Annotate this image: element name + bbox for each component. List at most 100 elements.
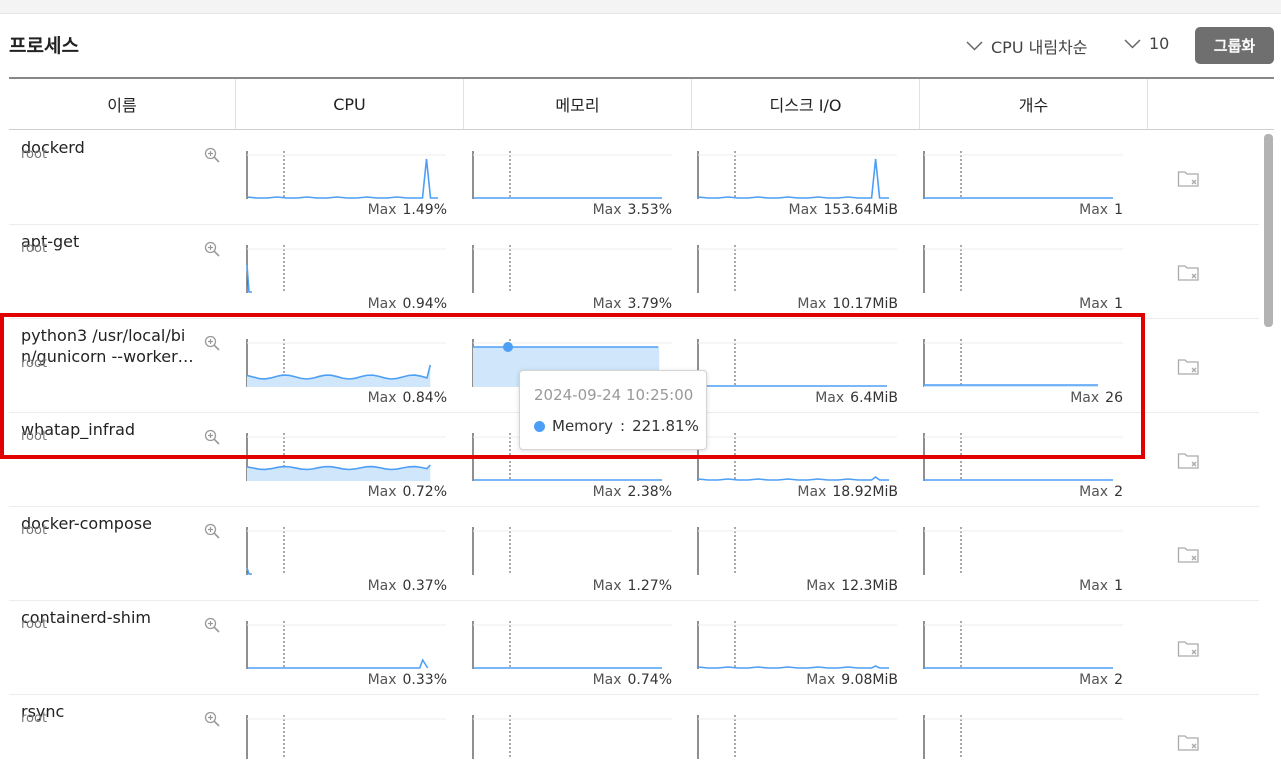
- page-title: 프로세스: [9, 35, 79, 57]
- memory-sparkline[interactable]: [472, 621, 672, 669]
- cpu-sparkline[interactable]: [246, 715, 446, 759]
- max-value: 12.3MiB: [841, 578, 898, 594]
- zoom-in-icon[interactable]: [204, 617, 220, 633]
- folder-close-icon[interactable]: [1177, 733, 1201, 753]
- process-user: root: [21, 429, 48, 444]
- max-key: Max: [1079, 672, 1109, 688]
- max-key: Max: [367, 578, 397, 594]
- max-value: 0.72%: [402, 484, 447, 500]
- cpu-sparkline[interactable]: [246, 245, 446, 293]
- count-sparkline[interactable]: [923, 245, 1123, 293]
- zoom-in-icon[interactable]: [204, 335, 220, 351]
- folder-close-icon[interactable]: [1177, 639, 1201, 659]
- series-line: [246, 464, 431, 471]
- zoom-in-icon[interactable]: [204, 429, 220, 445]
- cpu-max-label: Max 0.94%: [368, 296, 447, 312]
- disk-io-max-label: Max 10.17MiB: [797, 296, 898, 312]
- max-key: Max: [806, 578, 836, 594]
- disk-io-max-label: Max 6.4MiB: [815, 390, 898, 406]
- process-name: dockerd: [21, 138, 85, 157]
- tooltip-series-value: 221.81%: [632, 417, 699, 435]
- table-row[interactable]: dockerd root Max 1.49% Max 3.53% Max 153.64MiB M…: [9, 131, 1259, 225]
- count-sparkline[interactable]: [923, 151, 1123, 199]
- max-value: 0.74%: [627, 672, 672, 688]
- disk-io-max-label: Max 12.3MiB: [806, 578, 898, 594]
- zoom-in-icon[interactable]: [204, 711, 220, 727]
- count-sparkline[interactable]: [923, 433, 1123, 481]
- zoom-in-icon[interactable]: [204, 523, 220, 539]
- group-button[interactable]: 그룹화: [1195, 27, 1274, 64]
- process-name: python3 /usr/local/bi n/gunicorn --worke…: [21, 326, 194, 366]
- disk-io-sparkline[interactable]: [697, 433, 897, 481]
- max-value: 6.4MiB: [850, 390, 898, 406]
- table-header: 이름 CPU 메모리 디스크 I/O 개수: [9, 77, 1274, 130]
- table-row[interactable]: apt-get root Max 0.94% Max 3.79% Max 10.17MiB Ma…: [9, 225, 1259, 319]
- sort-dropdown[interactable]: CPU 내림차순: [966, 34, 1088, 58]
- disk-io-sparkline[interactable]: [697, 151, 897, 199]
- max-key: Max: [1079, 202, 1109, 218]
- table-row[interactable]: python3 /usr/local/bi n/gunicorn --worke…: [9, 319, 1259, 413]
- tooltip-series: Memory: [552, 417, 614, 435]
- series-line: [246, 264, 252, 293]
- disk-io-sparkline[interactable]: [697, 621, 897, 669]
- table-row[interactable]: containerd-shim root Max 0.33% Max 0.74% Max 9.…: [9, 601, 1259, 695]
- process-user: root: [21, 711, 48, 726]
- table-row[interactable]: rsync root: [9, 695, 1259, 759]
- chevron-down-icon: [1124, 38, 1141, 49]
- folder-close-icon[interactable]: [1177, 263, 1201, 283]
- series-line: [246, 158, 438, 199]
- cpu-max-label: Max 0.37%: [368, 578, 447, 594]
- limit-dropdown[interactable]: 10: [1124, 34, 1169, 53]
- disk-io-sparkline[interactable]: [697, 339, 897, 387]
- cpu-sparkline[interactable]: [246, 527, 446, 575]
- folder-close-icon[interactable]: [1177, 357, 1201, 377]
- folder-close-icon[interactable]: [1177, 169, 1201, 189]
- max-value: 0.84%: [402, 390, 447, 406]
- memory-sparkline[interactable]: [472, 245, 672, 293]
- count-sparkline[interactable]: [923, 339, 1123, 387]
- max-key: Max: [806, 672, 836, 688]
- disk-io-max-label: Max 18.92MiB: [797, 484, 898, 500]
- column-header-disk-io[interactable]: 디스크 I/O: [692, 79, 920, 129]
- memory-sparkline[interactable]: [472, 527, 672, 575]
- column-header-count[interactable]: 개수: [920, 79, 1148, 129]
- cpu-max-label: Max 0.84%: [368, 390, 447, 406]
- disk-io-sparkline[interactable]: [697, 527, 897, 575]
- process-user: root: [21, 356, 48, 371]
- max-key: Max: [367, 390, 397, 406]
- memory-sparkline[interactable]: [472, 715, 672, 759]
- memory-sparkline[interactable]: [472, 151, 672, 199]
- disk-io-sparkline[interactable]: [697, 245, 897, 293]
- folder-close-icon[interactable]: [1177, 545, 1201, 565]
- count-sparkline[interactable]: [923, 527, 1123, 575]
- memory-max-label: Max 1.27%: [593, 578, 672, 594]
- cpu-sparkline[interactable]: [246, 621, 446, 669]
- series-line: [697, 476, 889, 481]
- column-header-name[interactable]: 이름: [9, 79, 236, 129]
- scrollbar[interactable]: [1264, 134, 1273, 327]
- max-key: Max: [592, 202, 622, 218]
- table-row[interactable]: docker-compose root Max 0.37% Max 1.27% Max 12.…: [9, 507, 1259, 601]
- disk-io-sparkline[interactable]: [697, 715, 897, 759]
- max-value: 1: [1114, 578, 1123, 594]
- process-name: containerd-shim: [21, 608, 151, 627]
- tooltip-separator: :: [620, 417, 626, 435]
- count-sparkline[interactable]: [923, 621, 1123, 669]
- folder-close-icon[interactable]: [1177, 451, 1201, 471]
- column-header-cpu[interactable]: CPU: [236, 79, 464, 129]
- zoom-in-icon[interactable]: [204, 147, 220, 163]
- cpu-sparkline[interactable]: [246, 151, 446, 199]
- process-user: root: [21, 147, 48, 162]
- zoom-in-icon[interactable]: [204, 241, 220, 257]
- process-name: whatap_infrad: [21, 420, 136, 439]
- count-max-label: Max 1: [1079, 296, 1123, 312]
- count-max-label: Max 1: [1079, 578, 1123, 594]
- column-header-memory[interactable]: 메모리: [464, 79, 692, 129]
- cpu-sparkline[interactable]: [246, 433, 446, 481]
- cpu-sparkline[interactable]: [246, 339, 446, 387]
- series-line: [246, 567, 252, 575]
- count-max-label: Max 26: [1070, 390, 1123, 406]
- process-user: root: [21, 617, 48, 632]
- tooltip-value: Memory : 221.81%: [534, 417, 699, 435]
- count-sparkline[interactable]: [923, 715, 1123, 759]
